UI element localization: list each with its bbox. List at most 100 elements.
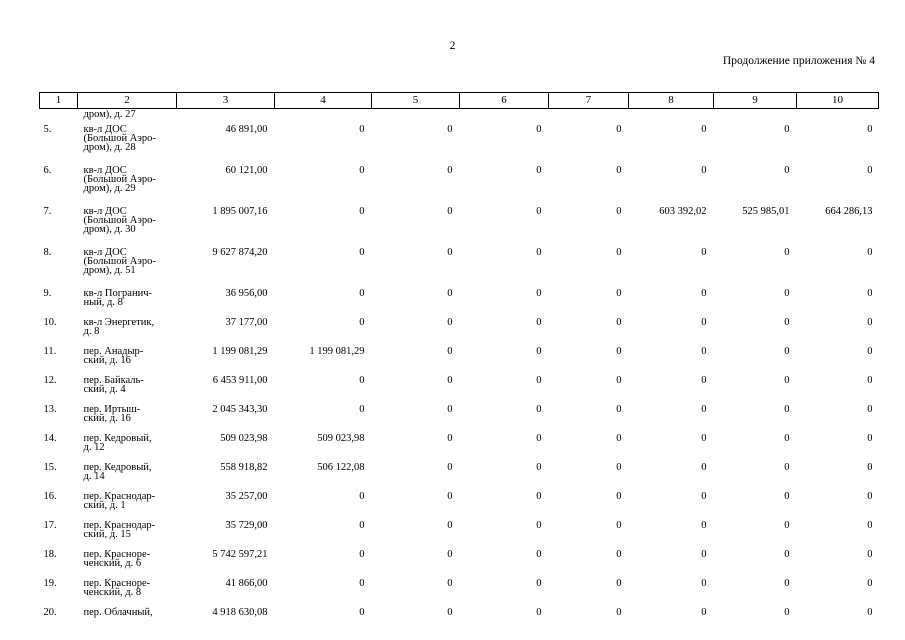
value-cell: 0 [784, 491, 790, 502]
value-cell: 0 [359, 247, 365, 258]
value-cell: 0 [701, 404, 707, 415]
value-cell: 5 742 597,21 [212, 549, 268, 560]
value-cell: 509 023,98 [317, 433, 365, 444]
row-number-cell: 14. [43, 433, 57, 444]
address-line: пер. Краснодар- [83, 520, 156, 531]
address-cell: кв-л Погранич-ный, д. 8 [78, 287, 177, 316]
row-number-cell: 17. [43, 520, 57, 531]
table-row: 15. пер. Кедровый, д. 14 558 918,82 506 122,… [40, 461, 879, 490]
value-cell: 46 891,00 [225, 124, 268, 135]
value-cell: 0 [359, 404, 365, 415]
address-line: кв-л ДОС [83, 206, 127, 217]
value-cell: 0 [616, 288, 622, 299]
value-cell: 0 [701, 346, 707, 357]
address-line: пер. Красноре- [83, 578, 151, 589]
value-cell: 0 [784, 549, 790, 560]
address-line: (Большой Аэро- [83, 215, 156, 226]
address-line: д. 8 [83, 326, 100, 337]
column-header: 1 [39, 92, 78, 109]
value-cell: 0 [447, 206, 453, 217]
address-line: ский, д. 1 [83, 500, 126, 511]
value-cell: 6 453 911,00 [212, 375, 268, 386]
address-line: дром), д. 28 [83, 142, 136, 153]
value-cell: 0 [784, 578, 790, 589]
row-number-cell: 9. [43, 288, 52, 299]
value-cell: 0 [447, 462, 453, 473]
value-cell: 0 [536, 549, 542, 560]
value-cell: 0 [701, 491, 707, 502]
table-body: дром), д. 27 5. кв-л ДОС (Большой Аэро-дро… [40, 109, 879, 629]
row-number-cell: 7. [43, 206, 52, 217]
address-cell: пер. Красноре-ченский, д. 8 [78, 577, 177, 606]
value-cell: 0 [701, 578, 707, 589]
value-cell: 0 [867, 247, 873, 258]
row-number-cell: 11. [43, 346, 57, 357]
value-cell: 0 [359, 520, 365, 531]
value-cell: 0 [447, 433, 453, 444]
address-line: кв-л Погранич- [83, 288, 153, 299]
address-line: пер. Кедровый, [83, 433, 152, 444]
value-cell: 0 [701, 247, 707, 258]
value-cell: 0 [359, 165, 365, 176]
value-cell: 0 [867, 549, 873, 560]
value-cell: 0 [447, 317, 453, 328]
value-cell: 558 918,82 [220, 462, 268, 473]
value-cell: 0 [784, 346, 790, 357]
value-cell: 0 [701, 520, 707, 531]
value-cell: 0 [447, 404, 453, 415]
row-number-cell: 20. [43, 607, 57, 618]
table-row: 8. кв-л ДОС (Большой Аэро-дром), д. 51 9 62… [40, 246, 879, 287]
value-cell: 0 [447, 375, 453, 386]
value-cell: 0 [616, 346, 622, 357]
address-line: кв-л ДОС [83, 165, 127, 176]
value-cell: 0 [616, 462, 622, 473]
value-cell: 664 286,13 [825, 206, 873, 217]
column-header: 9 [713, 92, 797, 109]
value-cell: 4 918 630,08 [212, 607, 268, 618]
table-row: 19. пер. Красноре-ченский, д. 8 41 866,00 0… [40, 577, 879, 606]
address-line: (Большой Аэро- [83, 256, 156, 267]
address-cell: пер. Байкаль-ский, д. 4 [78, 374, 177, 403]
value-cell: 0 [616, 404, 622, 415]
column-header: 4 [274, 92, 372, 109]
table-row: 16. пер. Краснодар-ский, д. 1 35 257,00 0 0 0… [40, 490, 879, 519]
value-cell: 60 121,00 [225, 165, 268, 176]
value-cell: 0 [867, 165, 873, 176]
column-header: 8 [628, 92, 714, 109]
value-cell: 0 [867, 288, 873, 299]
value-cell: 0 [447, 491, 453, 502]
address-line: ченский, д. 8 [83, 587, 142, 598]
value-cell: 0 [359, 607, 365, 618]
value-cell: 0 [867, 124, 873, 135]
annex-caption: Продолжение приложения № 4 [722, 55, 875, 67]
row-number-cell: 15. [43, 462, 57, 473]
value-cell: 0 [447, 578, 453, 589]
column-header: 2 [77, 92, 177, 109]
table-row: 9. кв-л Погранич-ный, д. 8 36 956,00 0 0 0 0 0 0… [40, 287, 879, 316]
address-line: (Большой Аэро- [83, 133, 156, 144]
address-cell: кв-л ДОС (Большой Аэро-дром), д. 29 [78, 164, 177, 205]
address-cell: пер. Кедровый, д. 14 [78, 461, 177, 490]
value-cell: 0 [447, 247, 453, 258]
table-row: 7. кв-л ДОС (Большой Аэро-дром), д. 30 1 89… [40, 205, 879, 246]
value-cell: 0 [784, 247, 790, 258]
value-cell [549, 109, 629, 124]
value-cell: 0 [784, 165, 790, 176]
value-cell: 0 [536, 404, 542, 415]
value-cell: 0 [867, 578, 873, 589]
value-cell: 9 627 874,20 [212, 247, 268, 258]
value-cell: 0 [536, 247, 542, 258]
address-cell: пер. Кедровый, д. 12 [78, 432, 177, 461]
address-line: дром), д. 51 [83, 265, 136, 276]
value-cell: 0 [536, 206, 542, 217]
address-line: ский, д. 16 [83, 413, 131, 424]
page-number: 2 [449, 40, 456, 52]
value-cell: 35 729,00 [225, 520, 268, 531]
table-row: 18. пер. Красноре-ченский, д. 6 5 742 597,… [40, 548, 879, 577]
value-cell: 0 [616, 520, 622, 531]
address-line: пер. Анадыр- [83, 346, 144, 357]
value-cell: 0 [616, 491, 622, 502]
value-cell: 0 [536, 491, 542, 502]
value-cell: 0 [701, 607, 707, 618]
value-cell: 41 866,00 [225, 578, 268, 589]
